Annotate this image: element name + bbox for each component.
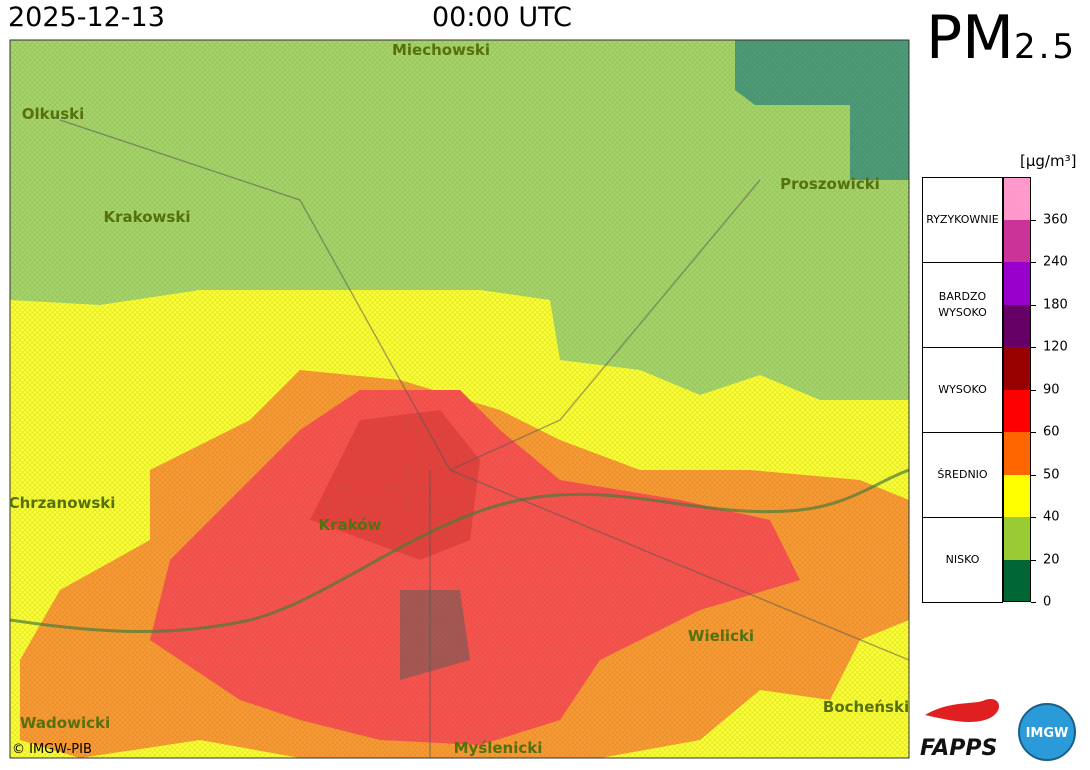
place-label: Chrzanowski (9, 494, 116, 512)
place-label: Olkuski (22, 105, 85, 123)
tick-label: 120 (1043, 339, 1068, 355)
tick-label: 180 (1043, 297, 1068, 312)
place-label: Miechowski (392, 41, 490, 59)
level-label: RYZYKOWNIE (922, 177, 1003, 263)
tick-label: 40 (1043, 509, 1060, 525)
tick-label: 240 (1043, 254, 1068, 270)
tick-mark (1031, 389, 1036, 391)
color-swatch (1003, 304, 1031, 347)
place-label: Krakowski (104, 208, 191, 226)
tick-label: 90 (1043, 382, 1060, 397)
tick-mark (1031, 432, 1036, 433)
place-label: Bocheński (823, 698, 909, 716)
tick-mark (1031, 602, 1036, 603)
color-swatch (1003, 432, 1031, 475)
copyright: © IMGW-PIB (12, 742, 92, 757)
tick-label: 60 (1043, 424, 1060, 440)
pollutant-title: PM2.5 (926, 2, 1077, 83)
tick-mark (1031, 219, 1036, 221)
color-swatch (1003, 559, 1031, 602)
fapps-text: FAPPS (920, 736, 997, 761)
tick-mark (1031, 474, 1036, 476)
colorbar-frame (1003, 177, 1031, 602)
color-swatch (1003, 219, 1031, 262)
pollutant-main: PM (926, 3, 1014, 73)
level-label: ŚREDNIO (922, 432, 1003, 518)
level-label: BARDZO WYSOKO (922, 262, 1003, 348)
level-label: WYSOKO (922, 347, 1003, 433)
tick-mark (1031, 347, 1036, 348)
date: 2025-12-13 (8, 2, 165, 33)
tick-mark (1031, 559, 1036, 561)
fapps-logo: FAPPS (920, 699, 1000, 761)
map-field (10, 40, 909, 758)
place-label: Myślenicki (454, 739, 543, 757)
pollutant-sub: 2.5 (1013, 27, 1078, 67)
time: 00:00 UTC (432, 2, 572, 33)
tick-mark (1031, 262, 1036, 263)
tick-label: 20 (1043, 552, 1060, 567)
tick-label: 360 (1043, 212, 1068, 227)
place-label: Proszowicki (780, 175, 880, 193)
place-label: Wielicki (688, 627, 754, 645)
color-swatch (1003, 347, 1031, 390)
tick-label: 0 (1043, 594, 1052, 610)
imgw-text: IMGW (1026, 726, 1069, 741)
color-swatch (1003, 389, 1031, 432)
tick-label: 50 (1043, 467, 1060, 482)
unit: [µg/m³] (1020, 152, 1077, 170)
imgw-logo: IMGW (1018, 703, 1076, 761)
place-label: Wadowicki (20, 714, 110, 732)
color-swatch (1003, 262, 1031, 305)
color-swatch (1003, 517, 1031, 560)
color-swatch (1003, 474, 1031, 517)
level-label: NISKO (922, 517, 1003, 603)
place-label: Kraków (319, 516, 382, 534)
tick-mark (1031, 517, 1036, 518)
tick-mark (1031, 304, 1036, 306)
color-swatch (1003, 177, 1031, 220)
